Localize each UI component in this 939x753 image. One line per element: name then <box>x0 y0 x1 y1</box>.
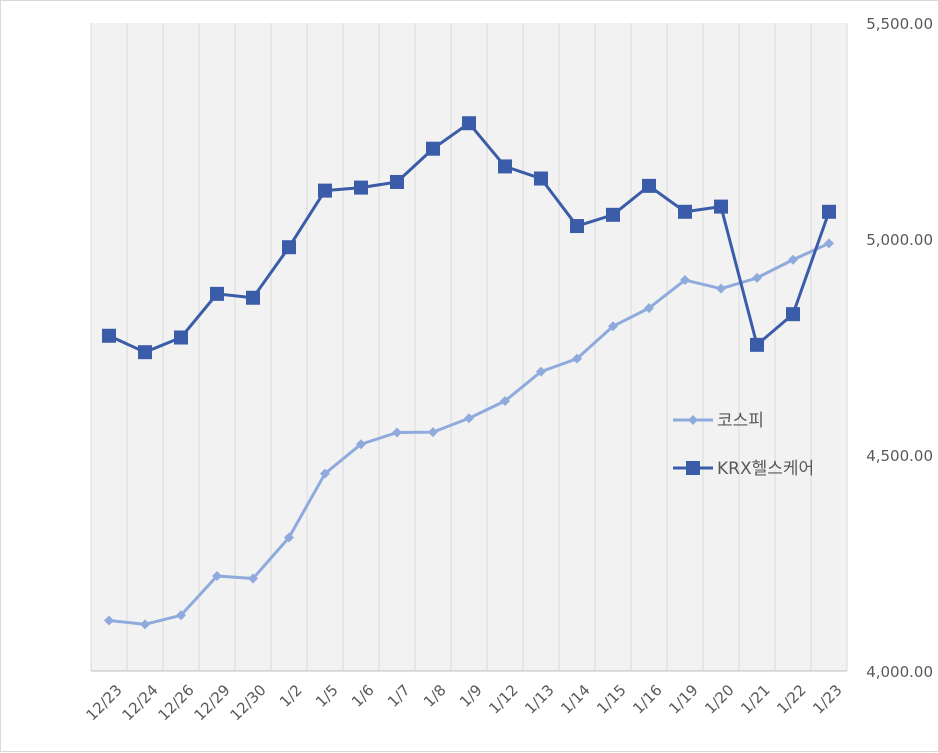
x-tick-label: 1/5 <box>312 681 342 711</box>
data-point-square <box>426 141 440 156</box>
data-point-diamond <box>176 610 186 621</box>
data-point-square <box>138 345 152 360</box>
data-point-diamond <box>464 413 474 424</box>
legend-marker-square <box>686 461 700 475</box>
data-point-diamond <box>716 283 726 294</box>
data-point-square <box>714 199 728 214</box>
x-tick-label: 1/19 <box>665 681 702 718</box>
x-tick-label: 1/22 <box>773 681 810 718</box>
x-tick-label: 1/21 <box>737 681 774 718</box>
data-point-square <box>678 204 692 219</box>
data-point-square <box>750 337 764 352</box>
legend-label: KRX헬스케어 <box>717 459 814 479</box>
x-tick-label: 1/6 <box>348 681 378 711</box>
x-tick-label: 1/12 <box>485 681 522 718</box>
y-tick-label: 5,000.00 <box>866 231 933 249</box>
x-tick-label: 1/9 <box>456 681 486 711</box>
x-tick-label: 1/7 <box>384 681 414 711</box>
data-point-diamond <box>824 238 834 249</box>
data-point-square <box>354 180 368 195</box>
data-point-diamond <box>788 254 798 265</box>
data-point-square <box>642 178 656 193</box>
x-tick-label: 12/26 <box>154 681 197 724</box>
x-tick-label: 12/24 <box>118 681 161 724</box>
data-point-square <box>174 330 188 345</box>
data-point-diamond <box>680 275 690 286</box>
x-tick-label: 12/23 <box>82 681 125 724</box>
data-point-square <box>210 286 224 301</box>
data-point-square <box>102 328 116 343</box>
plot-background <box>91 23 847 671</box>
data-point-diamond <box>284 532 294 543</box>
data-point-square <box>462 116 476 131</box>
data-point-square <box>246 290 260 305</box>
y-tick-label: 4,000.00 <box>866 663 933 681</box>
x-tick-label: 1/8 <box>420 681 450 711</box>
x-tick-label: 12/29 <box>190 681 233 724</box>
x-tick-label: 1/23 <box>809 681 846 718</box>
data-point-square <box>786 307 800 322</box>
data-point-square <box>390 174 404 189</box>
data-point-diamond <box>608 321 618 332</box>
x-tick-label: 1/16 <box>629 681 666 718</box>
legend-label: 코스피 <box>717 411 764 431</box>
data-point-diamond <box>392 427 402 438</box>
data-point-diamond <box>752 272 762 283</box>
y-tick-label: 4,500.00 <box>866 447 933 465</box>
data-point-square <box>822 204 836 219</box>
data-point-diamond <box>140 619 150 630</box>
data-point-diamond <box>356 439 366 450</box>
data-point-square <box>318 183 332 198</box>
x-tick-label: 1/13 <box>521 681 558 718</box>
data-point-square <box>534 171 548 186</box>
data-point-square <box>570 219 584 234</box>
data-point-diamond <box>644 303 654 314</box>
legend-marker-diamond <box>688 415 698 425</box>
data-point-square <box>606 207 620 222</box>
data-point-diamond <box>572 353 582 364</box>
data-point-square <box>498 159 512 174</box>
data-point-diamond <box>536 366 546 377</box>
data-point-diamond <box>248 573 258 584</box>
data-point-diamond <box>104 615 114 626</box>
x-tick-label: 1/14 <box>557 681 594 718</box>
x-tick-label: 1/2 <box>276 681 306 711</box>
x-tick-label: 12/30 <box>226 681 269 724</box>
data-point-diamond <box>212 570 222 581</box>
data-point-diamond <box>500 396 510 406</box>
data-point-square <box>282 240 296 255</box>
x-tick-label: 1/20 <box>701 681 738 718</box>
data-point-diamond <box>320 468 330 479</box>
data-point-diamond <box>428 427 438 438</box>
y-tick-label: 5,500.00 <box>866 15 933 33</box>
x-tick-label: 1/15 <box>593 681 630 718</box>
